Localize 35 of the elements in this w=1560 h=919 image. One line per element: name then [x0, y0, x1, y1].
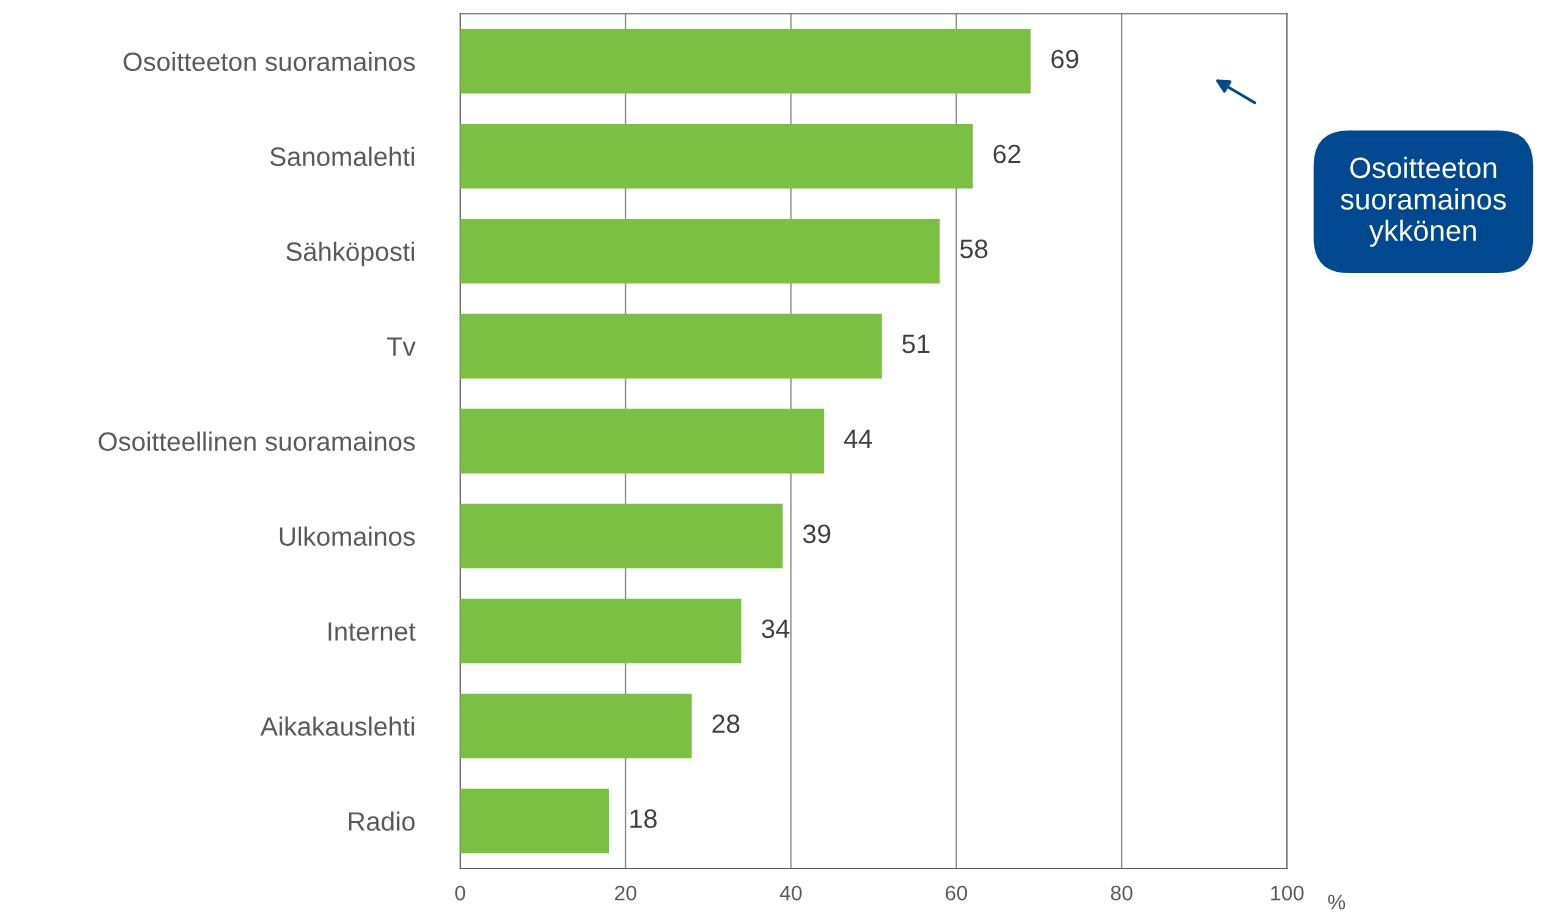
x-tick-label: 100: [1271, 885, 1304, 901]
bar: [460, 123, 973, 189]
y-tick-label: Internet: [328, 622, 416, 641]
y-tick-label: Osoitteellinen suoramainos: [98, 431, 415, 451]
bar: [460, 28, 1031, 94]
data-label: 51: [902, 334, 930, 354]
x-tick-label: 60: [945, 885, 968, 901]
data-label: 62: [993, 144, 1021, 164]
bar: [460, 693, 692, 759]
data-label: 18: [630, 809, 657, 829]
bar: [460, 788, 610, 854]
bar: [460, 408, 824, 474]
y-tick-label: Tv: [387, 337, 416, 356]
bar: [460, 598, 742, 664]
data-label: 44: [844, 429, 873, 448]
data-label: 69: [1051, 49, 1079, 69]
x-tick-label: 80: [1110, 885, 1133, 901]
text: Osoitteeton suoramainos ykkönen: [1340, 156, 1506, 247]
data-label: 34: [761, 619, 790, 639]
y-tick-label: Sanomalehti: [270, 146, 414, 167]
x-tick-label: 40: [779, 885, 802, 901]
bar: [460, 218, 940, 284]
bar: [460, 503, 783, 569]
data-label: 28: [712, 714, 740, 734]
y-tick-label: Aikakauslehti: [260, 716, 414, 736]
data-label: 58: [960, 239, 988, 259]
bar: [460, 313, 882, 379]
x-tick-label: 0: [455, 885, 466, 901]
y-tick-label: Osoitteeton suoramainos: [123, 51, 415, 72]
x-tick-label: 20: [615, 885, 637, 901]
data-label: 39: [803, 524, 831, 544]
y-tick-label: Ulkomainos: [279, 526, 415, 546]
y-tick-label: Radio: [348, 811, 415, 831]
y-tick-label: Sähköposti: [286, 241, 414, 267]
x-axis-title: %: [1328, 894, 1346, 910]
